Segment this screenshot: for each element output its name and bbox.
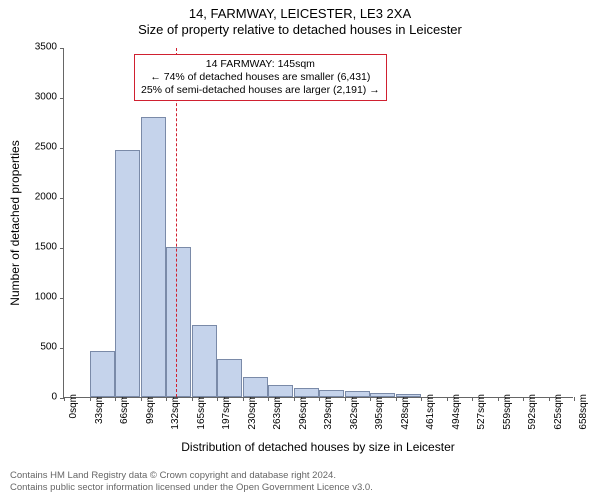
y-axis-label: Number of detached properties <box>8 140 22 305</box>
y-tick-label: 1000 <box>35 292 57 303</box>
x-tick-label: 66sqm <box>119 394 130 424</box>
x-tick-mark <box>192 397 193 401</box>
x-tick-label: 230sqm <box>247 394 258 430</box>
x-tick-label: 559sqm <box>502 394 513 430</box>
x-tick-label: 461sqm <box>425 394 436 430</box>
x-tick-mark <box>141 397 142 401</box>
x-tick-mark <box>472 397 473 401</box>
x-tick-label: 625sqm <box>553 394 564 430</box>
histogram-bar <box>396 394 421 397</box>
y-tick-label: 3500 <box>35 42 57 53</box>
x-tick-label: 99sqm <box>145 394 156 424</box>
x-tick-mark <box>217 397 218 401</box>
y-tick-label: 2500 <box>35 142 57 153</box>
x-tick-mark <box>523 397 524 401</box>
histogram-bar <box>268 385 293 397</box>
x-tick-mark <box>370 397 371 401</box>
x-tick-label: 494sqm <box>451 394 462 430</box>
histogram-bar <box>166 247 191 397</box>
histogram-bar <box>115 150 140 397</box>
annotation-line: 25% of semi-detached houses are larger (… <box>141 84 380 97</box>
y-tick-label: 0 <box>51 392 57 403</box>
y-tick-mark <box>60 148 64 149</box>
credits: Contains HM Land Registry data © Crown c… <box>10 470 373 494</box>
x-tick-label: 296sqm <box>298 394 309 430</box>
y-tick-mark <box>60 298 64 299</box>
y-tick-label: 3000 <box>35 92 57 103</box>
x-tick-label: 362sqm <box>349 394 360 430</box>
annotation-line: ← 74% of detached houses are smaller (6,… <box>141 71 380 84</box>
histogram-bar <box>345 391 370 397</box>
x-tick-mark <box>319 397 320 401</box>
histogram-bar <box>319 390 344 397</box>
x-tick-mark <box>268 397 269 401</box>
x-tick-label: 395sqm <box>374 394 385 430</box>
histogram-bar <box>90 351 115 397</box>
title-line-2: Size of property relative to detached ho… <box>0 22 600 38</box>
y-tick-mark <box>60 48 64 49</box>
x-tick-mark <box>243 397 244 401</box>
y-tick-mark <box>60 198 64 199</box>
title-line-1: 14, FARMWAY, LEICESTER, LE3 2XA <box>0 6 600 22</box>
y-tick-mark <box>60 348 64 349</box>
x-tick-label: 592sqm <box>527 394 538 430</box>
credits-line-1: Contains HM Land Registry data © Crown c… <box>10 470 373 482</box>
x-tick-mark <box>115 397 116 401</box>
histogram-bar <box>192 325 217 397</box>
histogram-bar <box>294 388 319 397</box>
y-tick-mark <box>60 98 64 99</box>
x-tick-label: 658sqm <box>578 394 589 430</box>
x-tick-label: 33sqm <box>94 394 105 424</box>
plot-region: 05001000150020002500300035000sqm33sqm66s… <box>63 48 573 398</box>
x-axis-label: Distribution of detached houses by size … <box>181 440 455 454</box>
x-tick-label: 197sqm <box>221 394 232 430</box>
credits-line-2: Contains public sector information licen… <box>10 482 373 494</box>
x-tick-mark <box>421 397 422 401</box>
x-tick-mark <box>90 397 91 401</box>
x-tick-label: 428sqm <box>400 394 411 430</box>
histogram-bar <box>243 377 268 397</box>
x-tick-mark <box>294 397 295 401</box>
histogram-bar <box>370 393 395 397</box>
histogram-bar <box>141 117 166 397</box>
chart-area: 05001000150020002500300035000sqm33sqm66s… <box>63 48 573 398</box>
y-tick-label: 2000 <box>35 192 57 203</box>
x-tick-label: 329sqm <box>323 394 334 430</box>
x-tick-label: 527sqm <box>476 394 487 430</box>
y-tick-label: 500 <box>40 342 57 353</box>
x-tick-label: 132sqm <box>170 394 181 430</box>
x-tick-mark <box>574 397 575 401</box>
chart-title: 14, FARMWAY, LEICESTER, LE3 2XA Size of … <box>0 0 600 39</box>
x-tick-mark <box>549 397 550 401</box>
x-tick-mark <box>64 397 65 401</box>
x-tick-mark <box>396 397 397 401</box>
y-tick-mark <box>60 248 64 249</box>
x-tick-mark <box>345 397 346 401</box>
y-tick-label: 1500 <box>35 242 57 253</box>
x-tick-label: 165sqm <box>196 394 207 430</box>
annotation-line: 14 FARMWAY: 145sqm <box>141 58 380 71</box>
x-tick-mark <box>498 397 499 401</box>
x-tick-mark <box>166 397 167 401</box>
x-tick-label: 263sqm <box>272 394 283 430</box>
x-tick-label: 0sqm <box>68 394 79 418</box>
histogram-bar <box>217 359 242 397</box>
x-tick-mark <box>447 397 448 401</box>
annotation-box: 14 FARMWAY: 145sqm← 74% of detached hous… <box>134 54 387 101</box>
